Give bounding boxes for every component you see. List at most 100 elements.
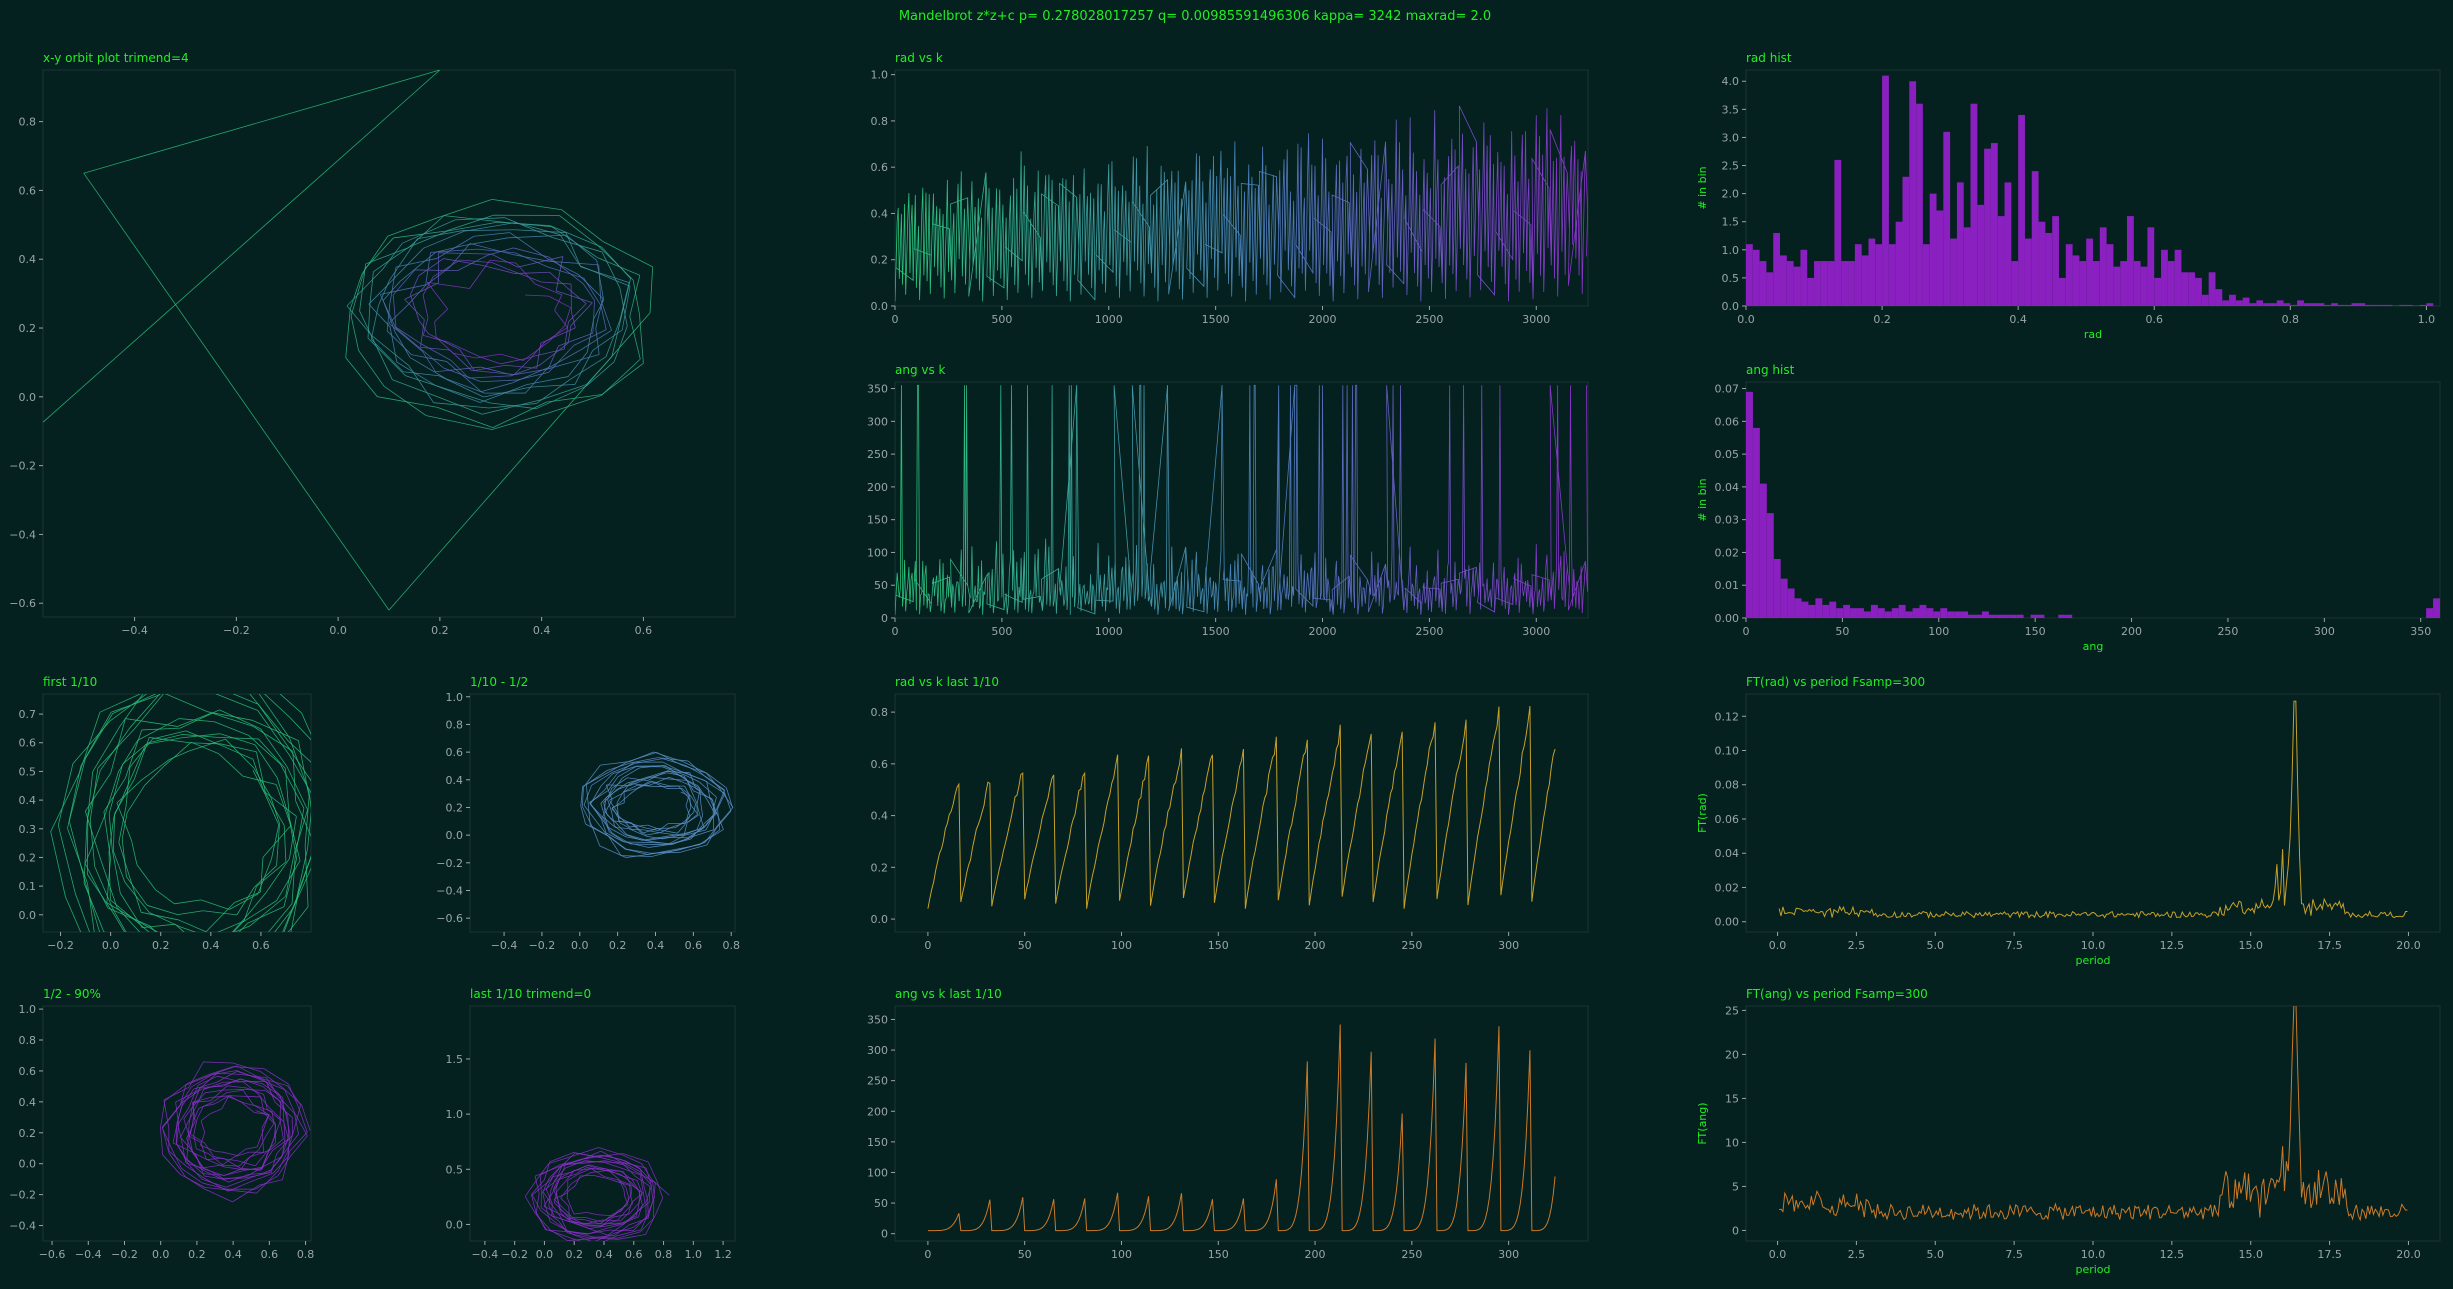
- orbit-segment: [548, 260, 599, 266]
- orbit-segment: [174, 899, 202, 905]
- y-tick-label: 0.5: [19, 765, 37, 778]
- orbit-segment: [428, 333, 460, 350]
- hist-bar: [2113, 266, 2121, 306]
- orbit-segment: [547, 345, 559, 370]
- orbit-segment: [550, 1179, 556, 1192]
- y-tick-label: 0.04: [1715, 481, 1740, 494]
- orbit-segment: [423, 230, 465, 249]
- orbit-segment: [492, 262, 509, 270]
- series-line: [1021, 165, 1041, 299]
- orbit-segment: [632, 783, 649, 787]
- panel-anglast: ang vs k last 1/10 0 50 100 150 200 250 300 0 50 1…: [867, 987, 1589, 1261]
- orbit-segment: [407, 285, 426, 305]
- hist-bar: [2229, 294, 2236, 306]
- orbit-segment: [554, 1202, 563, 1211]
- x-tick-label: 300: [1498, 939, 1519, 952]
- hist-bar: [1936, 210, 1944, 306]
- orbit-segment: [552, 1179, 559, 1190]
- hist-bar: [2426, 608, 2434, 618]
- series-line: [895, 385, 914, 615]
- hist-bar: [2065, 244, 2073, 306]
- orbit-segment: [200, 1132, 206, 1146]
- y-tick-label: 250: [867, 448, 888, 461]
- orbit-segment: [565, 234, 598, 261]
- orbit-segment: [463, 222, 516, 232]
- y-tick-label: 0.12: [1715, 710, 1740, 723]
- orbit-segment: [629, 316, 641, 360]
- orbit-segment: [567, 325, 572, 344]
- hist-bar: [1807, 277, 1815, 306]
- orbit-segment: [255, 1175, 279, 1190]
- x-tick-label: 1.2: [714, 1248, 732, 1261]
- orbit-segment: [587, 805, 591, 826]
- orbit-segment: [240, 1073, 267, 1079]
- hist-bar: [1752, 427, 1760, 618]
- orbit-segment: [43, 70, 441, 423]
- orbit-segment: [292, 751, 296, 801]
- orbit-segment: [545, 1229, 573, 1233]
- orbit-segment: [252, 719, 299, 741]
- orbit-segment: [190, 1134, 205, 1144]
- orbit-segment: [585, 361, 615, 387]
- hist-bar: [1836, 608, 1844, 618]
- orbit-segment: [658, 823, 669, 831]
- axes-frame: [42, 69, 736, 618]
- orbit-segment: [411, 354, 447, 362]
- y-tick-label: 0.0: [446, 829, 464, 842]
- orbit-segment: [189, 1135, 202, 1144]
- orbit-segment: [226, 1089, 244, 1094]
- orbit-segment: [238, 1156, 251, 1167]
- series-line: [1112, 185, 1132, 298]
- orbit-segment: [565, 1160, 585, 1169]
- hist-bar: [2188, 272, 2196, 306]
- orbit-segment: [197, 1075, 218, 1086]
- orbit-segment: [388, 304, 409, 324]
- x-tick-label: 0.6: [252, 939, 270, 952]
- orbit-segment: [180, 709, 220, 729]
- orbit-segment: [632, 823, 646, 829]
- hist-bar: [1940, 608, 1948, 618]
- orbit-segment: [326, 840, 328, 907]
- orbit-segment: [83, 882, 105, 932]
- x-tick-label: 0.2: [431, 624, 449, 637]
- orbit-segment: [414, 269, 458, 272]
- orbit-segment: [447, 341, 482, 358]
- orbit-segment: [546, 354, 600, 370]
- orbit-segment: [514, 229, 566, 233]
- axes-frame: [42, 1005, 312, 1242]
- orbit-segment: [409, 357, 447, 380]
- panel-ftrad: FT(rad) vs period Fsamp=300 0.0 2.5 5.0 7.5 1…: [1696, 675, 2441, 967]
- orbit-segment: [565, 1162, 584, 1165]
- orbit-segment: [227, 1085, 247, 1089]
- hist-bar: [1861, 255, 1869, 306]
- hist-bar: [2161, 249, 2168, 306]
- orbit-segment: [717, 793, 726, 810]
- orbit-segment: [629, 788, 638, 795]
- series-line: [1185, 546, 1205, 613]
- series-line: [1330, 155, 1350, 302]
- series-line: [1112, 385, 1132, 614]
- orbit-segment: [215, 694, 258, 711]
- series-line: [1058, 175, 1078, 302]
- orbit-segment: [524, 294, 549, 297]
- orbit-segment: [543, 1161, 551, 1181]
- orbit-segment: [617, 1212, 625, 1221]
- hist-bar: [2303, 303, 2311, 306]
- x-tick-label: 2000: [1309, 625, 1337, 638]
- orbit-segment: [524, 1196, 536, 1214]
- orbit-segment: [128, 874, 142, 913]
- orbit-segment: [180, 1123, 188, 1138]
- orbit-segment: [190, 985, 245, 993]
- orbit-segment: [635, 1176, 651, 1187]
- x-tick-label: 0.0: [152, 1248, 170, 1261]
- orbit-segment: [345, 308, 351, 358]
- orbit-segment: [392, 247, 424, 281]
- hist-bar: [2011, 261, 2019, 306]
- orbit-segment: [422, 317, 429, 336]
- orbit-segment: [600, 1220, 618, 1227]
- x-tick-label: 0: [1743, 625, 1750, 638]
- orbit-segment: [540, 1164, 561, 1176]
- orbit-segment: [469, 259, 491, 289]
- series-line: [985, 172, 1005, 296]
- orbit-segment: [211, 712, 254, 727]
